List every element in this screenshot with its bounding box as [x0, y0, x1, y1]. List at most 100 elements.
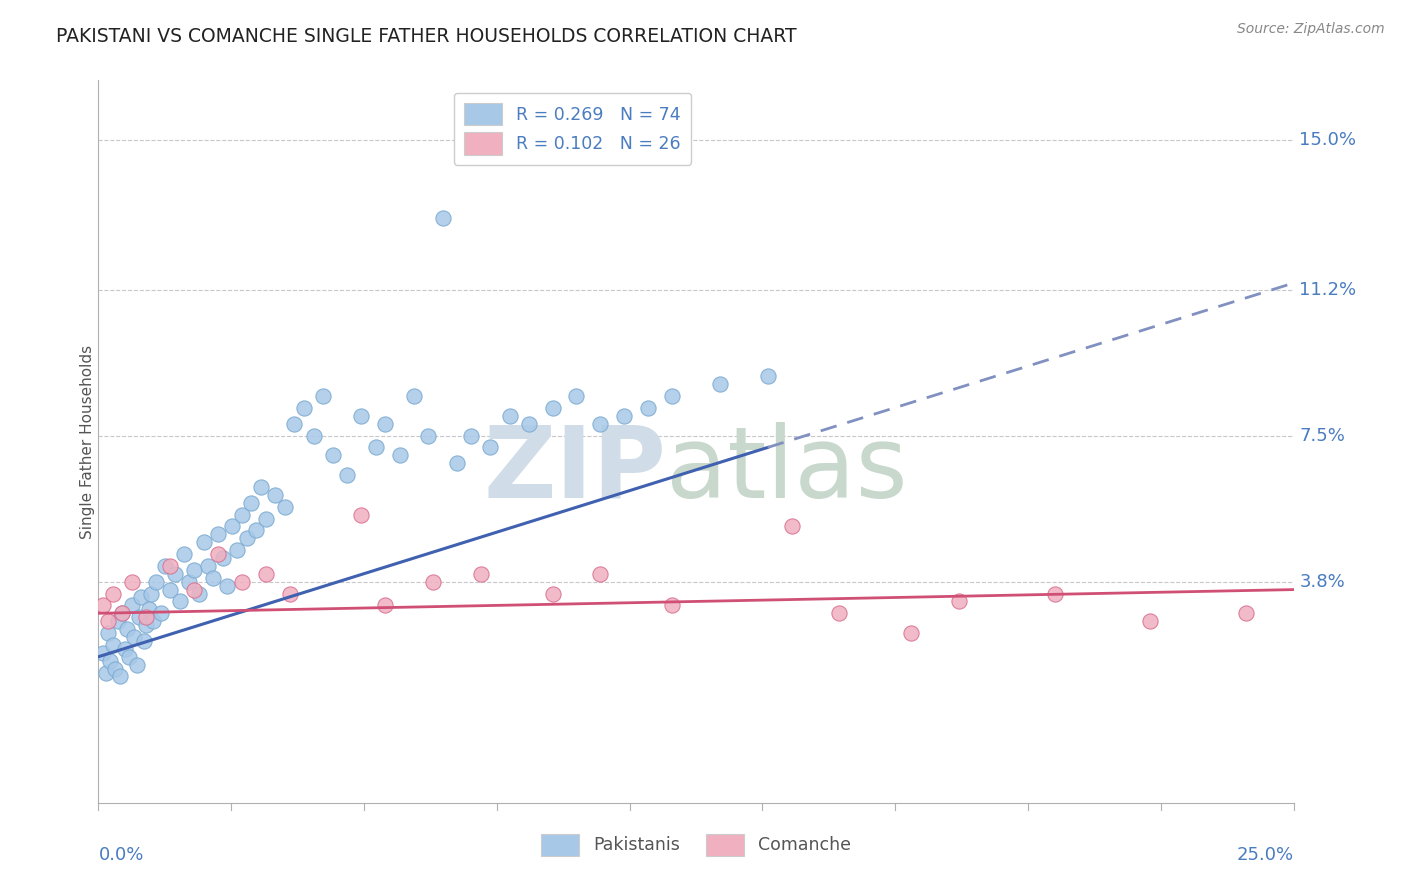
- Point: [179, 574, 201, 589]
- Point: [107, 614, 129, 628]
- Point: [135, 610, 157, 624]
- Point: [132, 634, 155, 648]
- Point: [121, 599, 143, 613]
- Point: [661, 599, 683, 613]
- Point: [274, 500, 297, 514]
- Point: [245, 524, 267, 538]
- Point: [402, 389, 425, 403]
- Point: [108, 669, 131, 683]
- Point: [589, 417, 612, 431]
- Point: [221, 519, 243, 533]
- Point: [418, 428, 440, 442]
- Text: 0.0%: 0.0%: [98, 847, 143, 864]
- Point: [211, 551, 233, 566]
- Text: 11.2%: 11.2%: [1299, 281, 1357, 299]
- Point: [135, 618, 157, 632]
- Point: [312, 389, 335, 403]
- Text: 25.0%: 25.0%: [1236, 847, 1294, 864]
- Point: [97, 626, 120, 640]
- Point: [350, 508, 373, 522]
- Point: [101, 638, 124, 652]
- Text: 3.8%: 3.8%: [1299, 573, 1346, 591]
- Point: [661, 389, 683, 403]
- Point: [202, 571, 225, 585]
- Point: [1139, 614, 1161, 628]
- Point: [104, 662, 127, 676]
- Point: [364, 441, 387, 455]
- Point: [145, 574, 167, 589]
- Point: [637, 401, 659, 415]
- Point: [948, 594, 970, 608]
- Point: [115, 622, 138, 636]
- Point: [374, 599, 396, 613]
- Point: [565, 389, 588, 403]
- Point: [163, 566, 186, 581]
- Point: [1043, 586, 1066, 600]
- Point: [121, 574, 143, 589]
- Point: [97, 614, 120, 628]
- Point: [302, 428, 325, 442]
- Point: [432, 211, 454, 226]
- Point: [142, 614, 165, 628]
- Point: [159, 582, 181, 597]
- Point: [613, 409, 636, 423]
- Point: [139, 586, 162, 600]
- Point: [254, 566, 277, 581]
- Point: [183, 582, 205, 597]
- Point: [231, 574, 253, 589]
- Text: Source: ZipAtlas.com: Source: ZipAtlas.com: [1237, 22, 1385, 37]
- Point: [111, 607, 134, 621]
- Point: [235, 531, 257, 545]
- Point: [114, 641, 136, 656]
- Point: [292, 401, 315, 415]
- Point: [756, 369, 779, 384]
- Text: PAKISTANI VS COMANCHE SINGLE FATHER HOUSEHOLDS CORRELATION CHART: PAKISTANI VS COMANCHE SINGLE FATHER HOUS…: [56, 27, 797, 45]
- Point: [374, 417, 396, 431]
- Point: [479, 441, 502, 455]
- Point: [187, 586, 209, 600]
- Point: [149, 607, 172, 621]
- Point: [159, 558, 181, 573]
- Point: [128, 610, 150, 624]
- Point: [131, 591, 153, 605]
- Point: [118, 649, 141, 664]
- Point: [226, 543, 249, 558]
- Point: [94, 665, 117, 680]
- Point: [111, 607, 134, 621]
- Point: [498, 409, 520, 423]
- Point: [900, 626, 922, 640]
- Text: 15.0%: 15.0%: [1299, 130, 1357, 148]
- Point: [388, 448, 411, 462]
- Point: [278, 586, 301, 600]
- Point: [207, 527, 229, 541]
- Text: atlas: atlas: [666, 422, 908, 519]
- Point: [217, 579, 239, 593]
- Point: [780, 519, 803, 533]
- Point: [91, 646, 114, 660]
- Point: [124, 630, 146, 644]
- Point: [460, 428, 482, 442]
- Point: [193, 535, 215, 549]
- Point: [254, 511, 277, 525]
- Point: [541, 586, 564, 600]
- Point: [470, 566, 492, 581]
- Point: [350, 409, 373, 423]
- Text: 7.5%: 7.5%: [1299, 426, 1346, 444]
- Point: [336, 468, 359, 483]
- Point: [138, 602, 160, 616]
- Point: [446, 456, 468, 470]
- Point: [101, 586, 124, 600]
- Text: ZIP: ZIP: [484, 422, 666, 519]
- Point: [183, 563, 205, 577]
- Point: [264, 488, 287, 502]
- Point: [197, 558, 219, 573]
- Point: [173, 547, 195, 561]
- Point: [709, 377, 731, 392]
- Point: [517, 417, 540, 431]
- Point: [207, 547, 229, 561]
- Point: [250, 480, 273, 494]
- Y-axis label: Single Father Households: Single Father Households: [80, 344, 94, 539]
- Point: [155, 558, 177, 573]
- Point: [541, 401, 564, 415]
- Point: [169, 594, 191, 608]
